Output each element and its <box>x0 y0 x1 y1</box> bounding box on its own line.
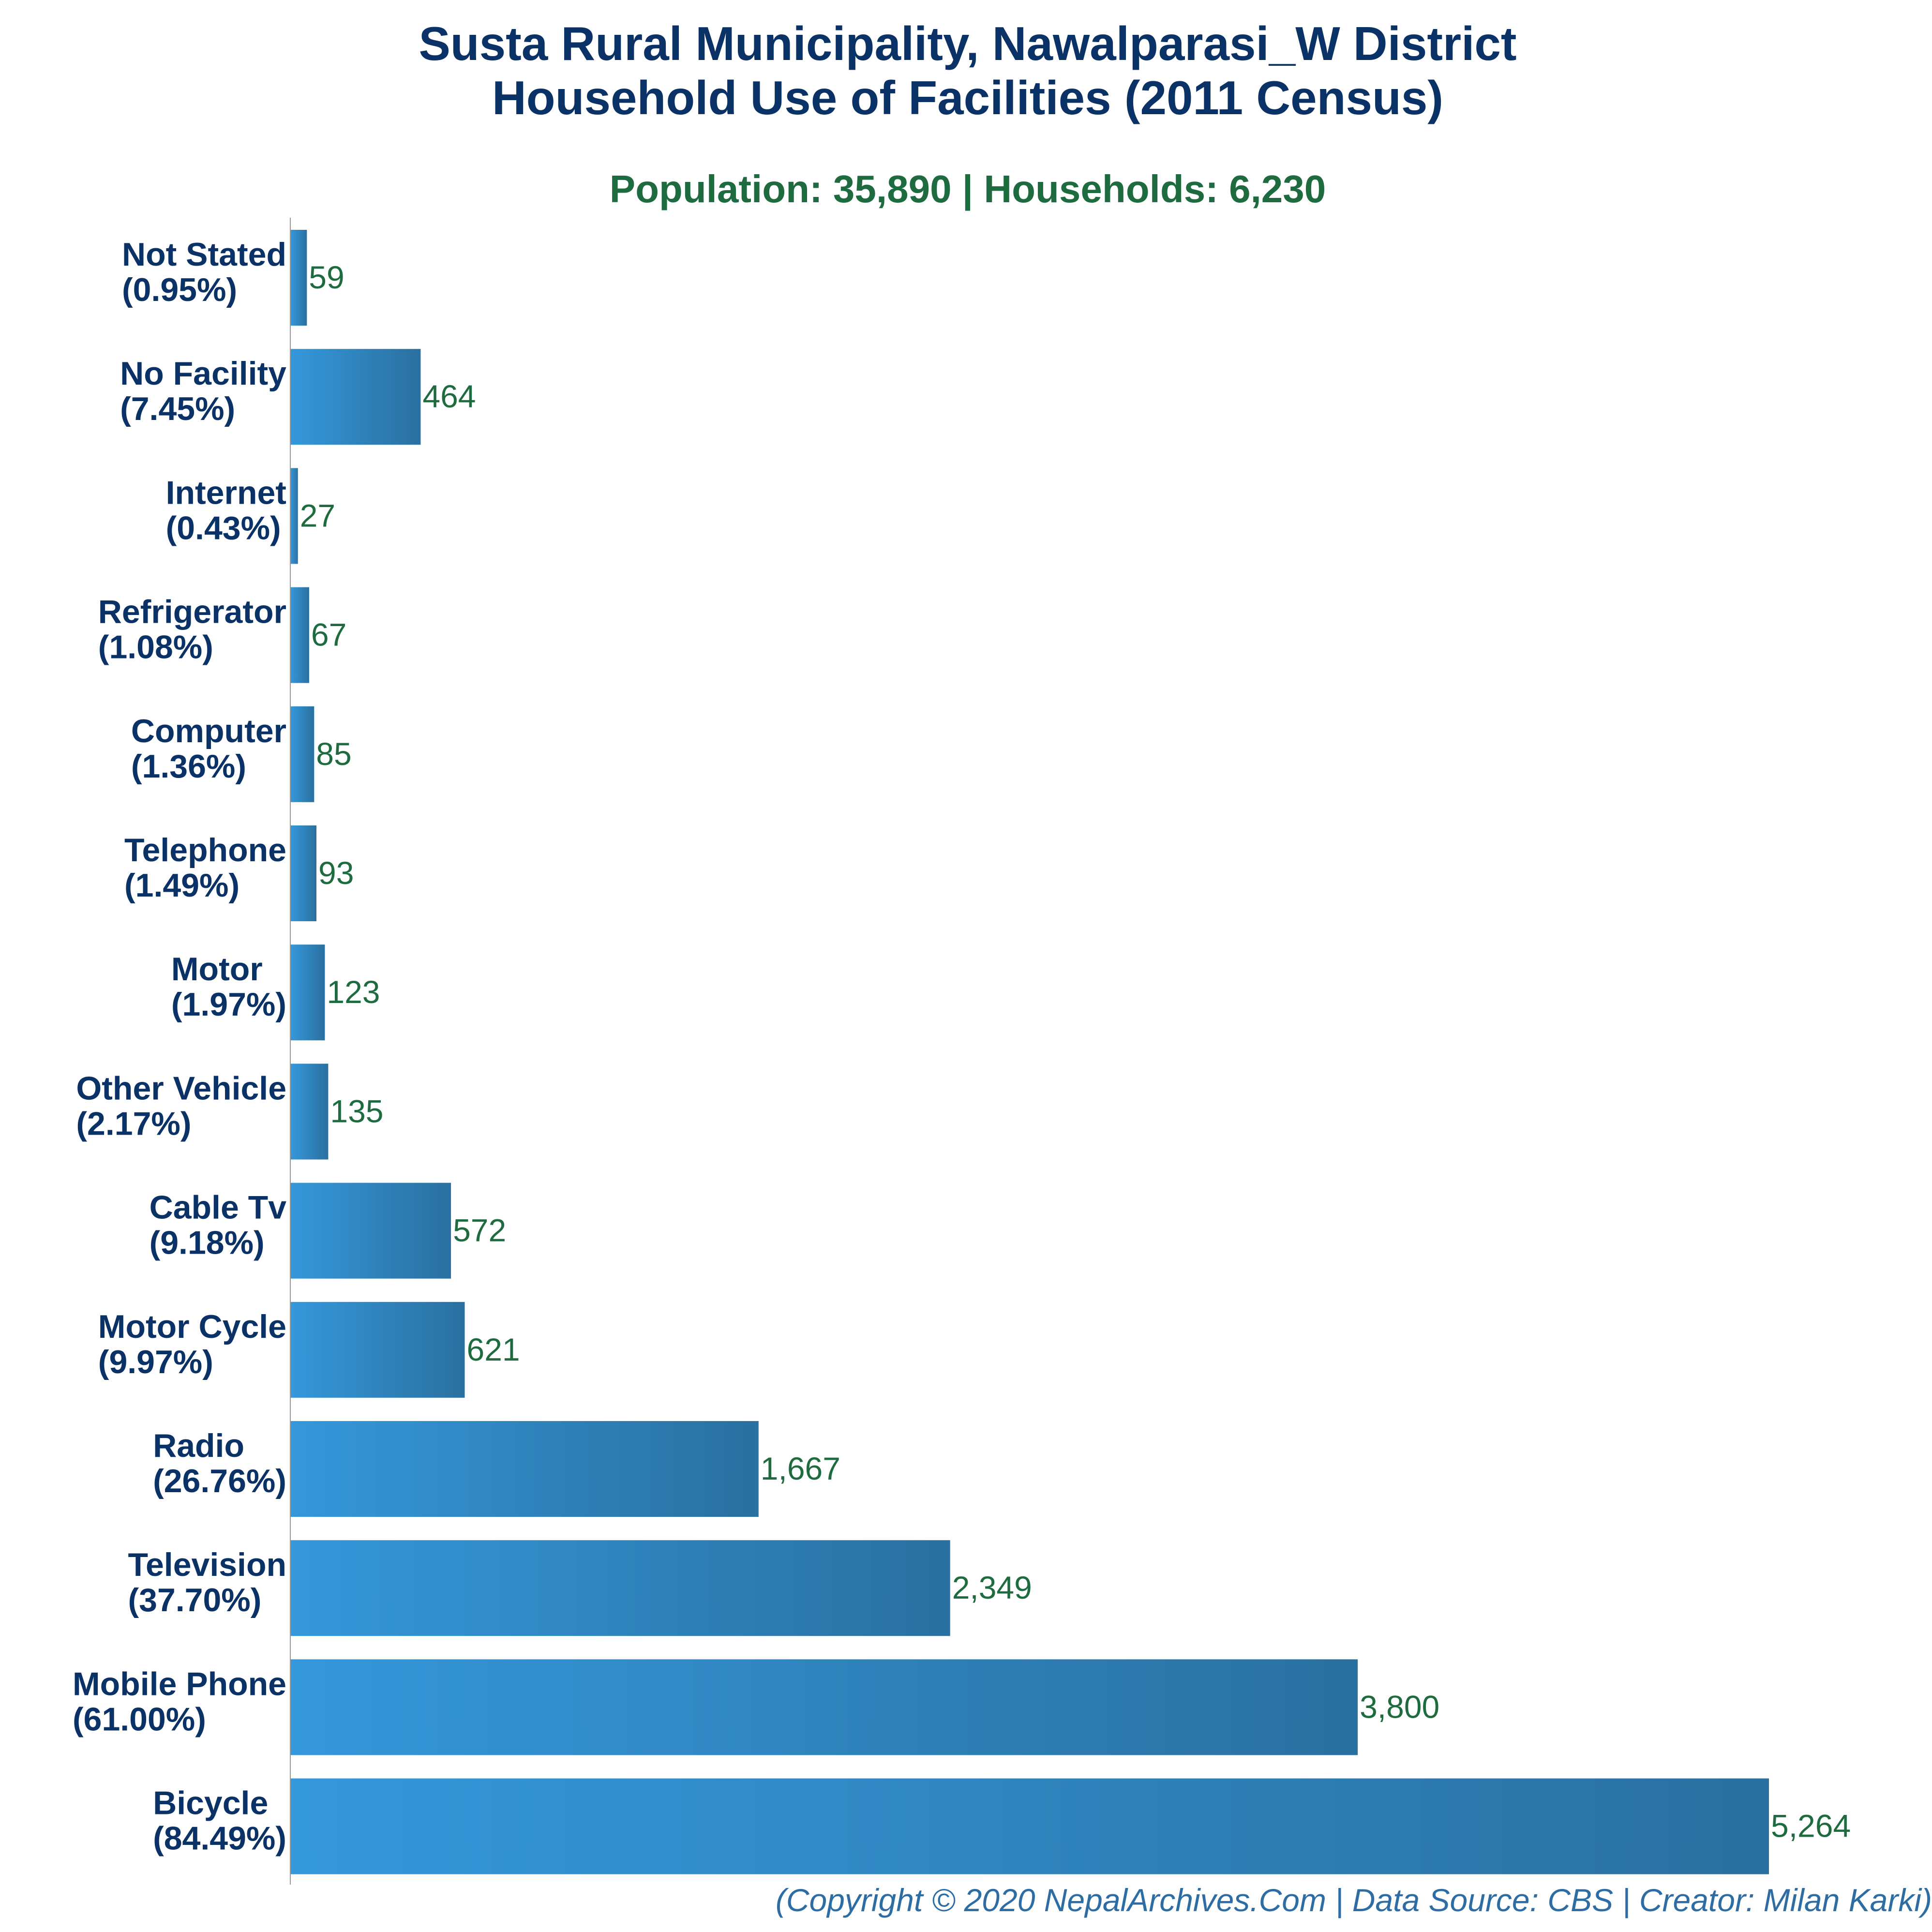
bar <box>290 587 309 683</box>
bar-value-label: 1,667 <box>761 1451 840 1486</box>
bar-group <box>290 230 1769 1874</box>
chart-title-line-1: Susta Rural Municipality, Nawalparasi_W … <box>419 17 1516 70</box>
bar <box>290 825 316 921</box>
category-tick-label: Refrigerator <box>98 594 286 630</box>
bar <box>290 1659 1358 1755</box>
category-percent-label: (1.97%) <box>171 986 286 1023</box>
bar <box>290 468 298 564</box>
category-tick-label: Computer <box>131 713 286 749</box>
category-tick-label: Not Stated <box>122 236 286 273</box>
bar-value-label: 572 <box>453 1213 506 1248</box>
bar-value-label: 27 <box>300 497 335 533</box>
chart-title-line-2: Household Use of Facilities (2011 Census… <box>492 71 1443 124</box>
bar-value-label: 67 <box>311 617 346 653</box>
bar-value-label: 135 <box>330 1093 383 1129</box>
bar <box>290 706 315 802</box>
category-percent-label: (9.18%) <box>150 1225 265 1261</box>
category-percent-label: (26.76%) <box>153 1463 286 1499</box>
category-tick-label: Motor <box>171 951 263 988</box>
bar <box>290 349 421 445</box>
category-tick-label: Bicycle <box>153 1785 268 1822</box>
category-tick-label: Television <box>128 1546 287 1583</box>
bar <box>290 1778 1769 1874</box>
bar-value-label: 59 <box>309 259 344 295</box>
category-tick-label: Radio <box>153 1427 244 1464</box>
category-percent-label: (9.97%) <box>98 1344 213 1380</box>
category-tick-label: Telephone <box>124 832 286 869</box>
category-tick-label: Motor Cycle <box>98 1308 286 1345</box>
category-percent-label: (37.70%) <box>128 1582 262 1618</box>
value-label-group: 59 464 27 67 85 93 123 135 572 621 1,667 2,349 3,800… <box>300 259 1851 1844</box>
category-tick-label: Internet <box>166 474 286 511</box>
category-percent-label: (2.17%) <box>76 1105 191 1142</box>
bar <box>290 1063 329 1160</box>
bar <box>290 230 307 326</box>
bar-value-label: 2,349 <box>952 1570 1032 1605</box>
category-tick-label: Other Vehicle <box>76 1070 286 1107</box>
category-percent-label: (1.49%) <box>124 867 240 904</box>
bar <box>290 1540 950 1636</box>
footer-credit: (Copyright © 2020 NepalArchives.Com | Da… <box>776 1882 1932 1919</box>
category-label-group: Not Stated(0.95%) No Facility(7.45%) Inter… <box>73 236 286 1857</box>
category-tick-label: Cable Tv <box>150 1189 287 1226</box>
category-percent-label: (1.08%) <box>98 629 213 666</box>
bar-value-label: 93 <box>318 855 354 891</box>
bar <box>290 944 325 1041</box>
category-percent-label: (0.43%) <box>166 509 281 546</box>
bar-value-label: 85 <box>316 736 351 772</box>
bar-value-label: 3,800 <box>1360 1689 1439 1724</box>
chart-subtitle: Population: 35,890 | Households: 6,230 <box>610 167 1326 211</box>
bar-value-label: 464 <box>422 378 476 414</box>
category-percent-label: (84.49%) <box>153 1820 286 1857</box>
category-tick-label: No Facility <box>120 355 286 392</box>
bar-value-label: 5,264 <box>1771 1808 1851 1844</box>
bar <box>290 1302 465 1398</box>
category-tick-label: Mobile Phone <box>73 1665 286 1702</box>
category-percent-label: (7.45%) <box>120 390 235 427</box>
bar-value-label: 123 <box>327 974 380 1010</box>
category-percent-label: (1.36%) <box>131 748 246 785</box>
category-percent-label: (0.95%) <box>122 271 237 308</box>
bar <box>290 1421 759 1517</box>
category-percent-label: (61.00%) <box>73 1701 206 1737</box>
bar <box>290 1183 451 1279</box>
bar-value-label: 621 <box>467 1332 520 1367</box>
